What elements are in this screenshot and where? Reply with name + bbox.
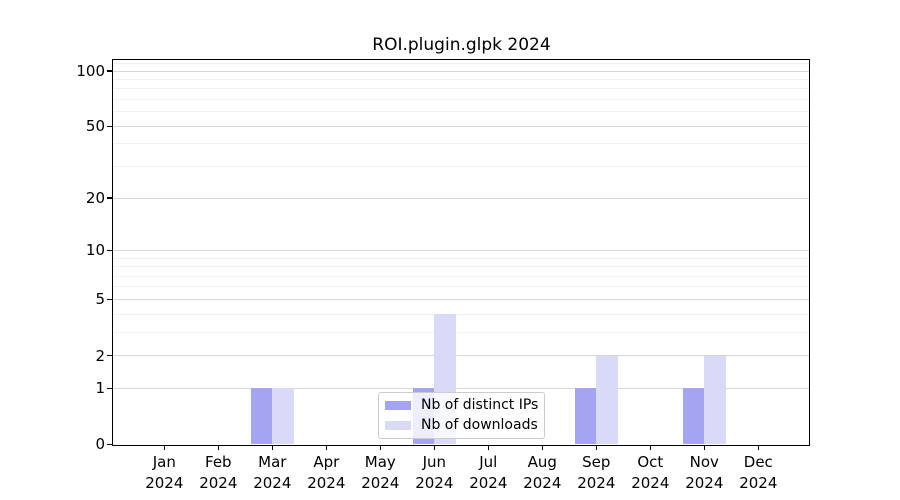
y-tick-mark [107, 298, 112, 301]
minor-gridline [113, 99, 809, 101]
major-gridline [113, 125, 809, 127]
legend-swatch-distinct-ips [385, 400, 411, 411]
x-tick-mark [649, 445, 651, 451]
minor-gridline [113, 143, 809, 145]
x-tick-label: Apr 2024 [294, 452, 358, 494]
y-tick-mark [107, 354, 112, 357]
x-tick-label: Aug 2024 [510, 452, 574, 494]
minor-gridline [113, 257, 809, 259]
major-gridline [113, 70, 809, 72]
x-tick-mark [271, 445, 273, 451]
minor-gridline [113, 313, 809, 315]
x-tick-mark [487, 445, 489, 451]
x-tick-year: 2024 [415, 474, 454, 492]
major-gridline [113, 249, 809, 251]
x-tick-mark [757, 445, 759, 451]
x-tick-year: 2024 [199, 474, 238, 492]
y-tick-label: 10 [85, 241, 105, 260]
minor-gridline [113, 266, 809, 268]
chart-title: ROI.plugin.glpk 2024 [372, 35, 551, 55]
x-tick-year: 2024 [631, 474, 670, 492]
x-tick-mark [541, 445, 543, 451]
y-tick-label: 50 [85, 117, 105, 136]
x-tick-mark [703, 445, 705, 451]
x-tick-year: 2024 [739, 474, 778, 492]
x-tick-year: 2024 [307, 474, 346, 492]
minor-gridline [113, 78, 809, 80]
x-tick-label: May 2024 [348, 452, 412, 494]
x-tick-year: 2024 [577, 474, 616, 492]
x-tick-label: Jun 2024 [402, 452, 466, 494]
x-tick-label: Dec 2024 [726, 452, 790, 494]
bar-nb-of-distinct-ips-nov [682, 388, 705, 445]
legend-swatch-downloads [385, 420, 411, 431]
y-tick-mark [107, 70, 112, 72]
y-tick-label: 100 [76, 62, 105, 81]
minor-gridline [113, 331, 809, 333]
x-tick-mark [379, 445, 381, 451]
legend-label-downloads: Nb of downloads [421, 417, 538, 433]
legend-item-distinct-ips: Nb of distinct IPs [385, 397, 538, 414]
minor-gridline [113, 166, 809, 168]
x-tick-label: Jan 2024 [132, 452, 196, 494]
x-tick-mark [217, 445, 219, 451]
major-gridline [113, 197, 809, 199]
bar-nb-of-distinct-ips-mar [250, 388, 273, 445]
y-tick-label: 1 [95, 379, 105, 398]
bar-nb-of-distinct-ips-sep [574, 388, 597, 445]
minor-gridline [113, 111, 809, 113]
x-tick-label: Mar 2024 [240, 452, 304, 494]
major-gridline [113, 387, 809, 389]
y-tick-label: 0 [95, 435, 105, 454]
legend: Nb of distinct IPs Nb of downloads [378, 392, 545, 439]
bar-nb-of-downloads-nov [704, 355, 726, 445]
x-tick-year: 2024 [523, 474, 562, 492]
x-tick-mark [433, 445, 435, 451]
y-tick-mark [107, 197, 112, 199]
minor-gridline [113, 286, 809, 288]
x-tick-year: 2024 [145, 474, 184, 492]
major-gridline [113, 355, 809, 357]
legend-item-downloads: Nb of downloads [385, 417, 538, 434]
x-tick-label: Oct 2024 [618, 452, 682, 494]
minor-gridline [113, 275, 809, 277]
x-tick-year: 2024 [685, 474, 724, 492]
x-tick-year: 2024 [253, 474, 292, 492]
legend-label-distinct-ips: Nb of distinct IPs [421, 397, 539, 413]
y-tick-label: 5 [95, 290, 105, 309]
y-tick-mark [107, 249, 112, 252]
bar-nb-of-downloads-mar [272, 388, 294, 445]
x-tick-label: Jul 2024 [456, 452, 520, 494]
y-tick-label: 2 [95, 346, 105, 365]
x-tick-year: 2024 [361, 474, 400, 492]
x-tick-label: Nov 2024 [672, 452, 736, 494]
x-tick-mark [163, 445, 165, 451]
major-gridline [113, 298, 809, 300]
x-tick-label: Sep 2024 [564, 452, 628, 494]
bar-nb-of-downloads-sep [596, 355, 618, 445]
y-tick-label: 20 [85, 189, 105, 208]
minor-gridline [113, 88, 809, 90]
x-tick-year: 2024 [469, 474, 508, 492]
x-tick-mark [595, 445, 597, 451]
x-tick-label: Feb 2024 [186, 452, 250, 494]
x-tick-mark [325, 445, 327, 451]
y-tick-mark [107, 125, 112, 127]
y-tick-mark [107, 387, 112, 389]
minor-gridline [113, 62, 809, 64]
y-tick-mark [107, 443, 112, 446]
